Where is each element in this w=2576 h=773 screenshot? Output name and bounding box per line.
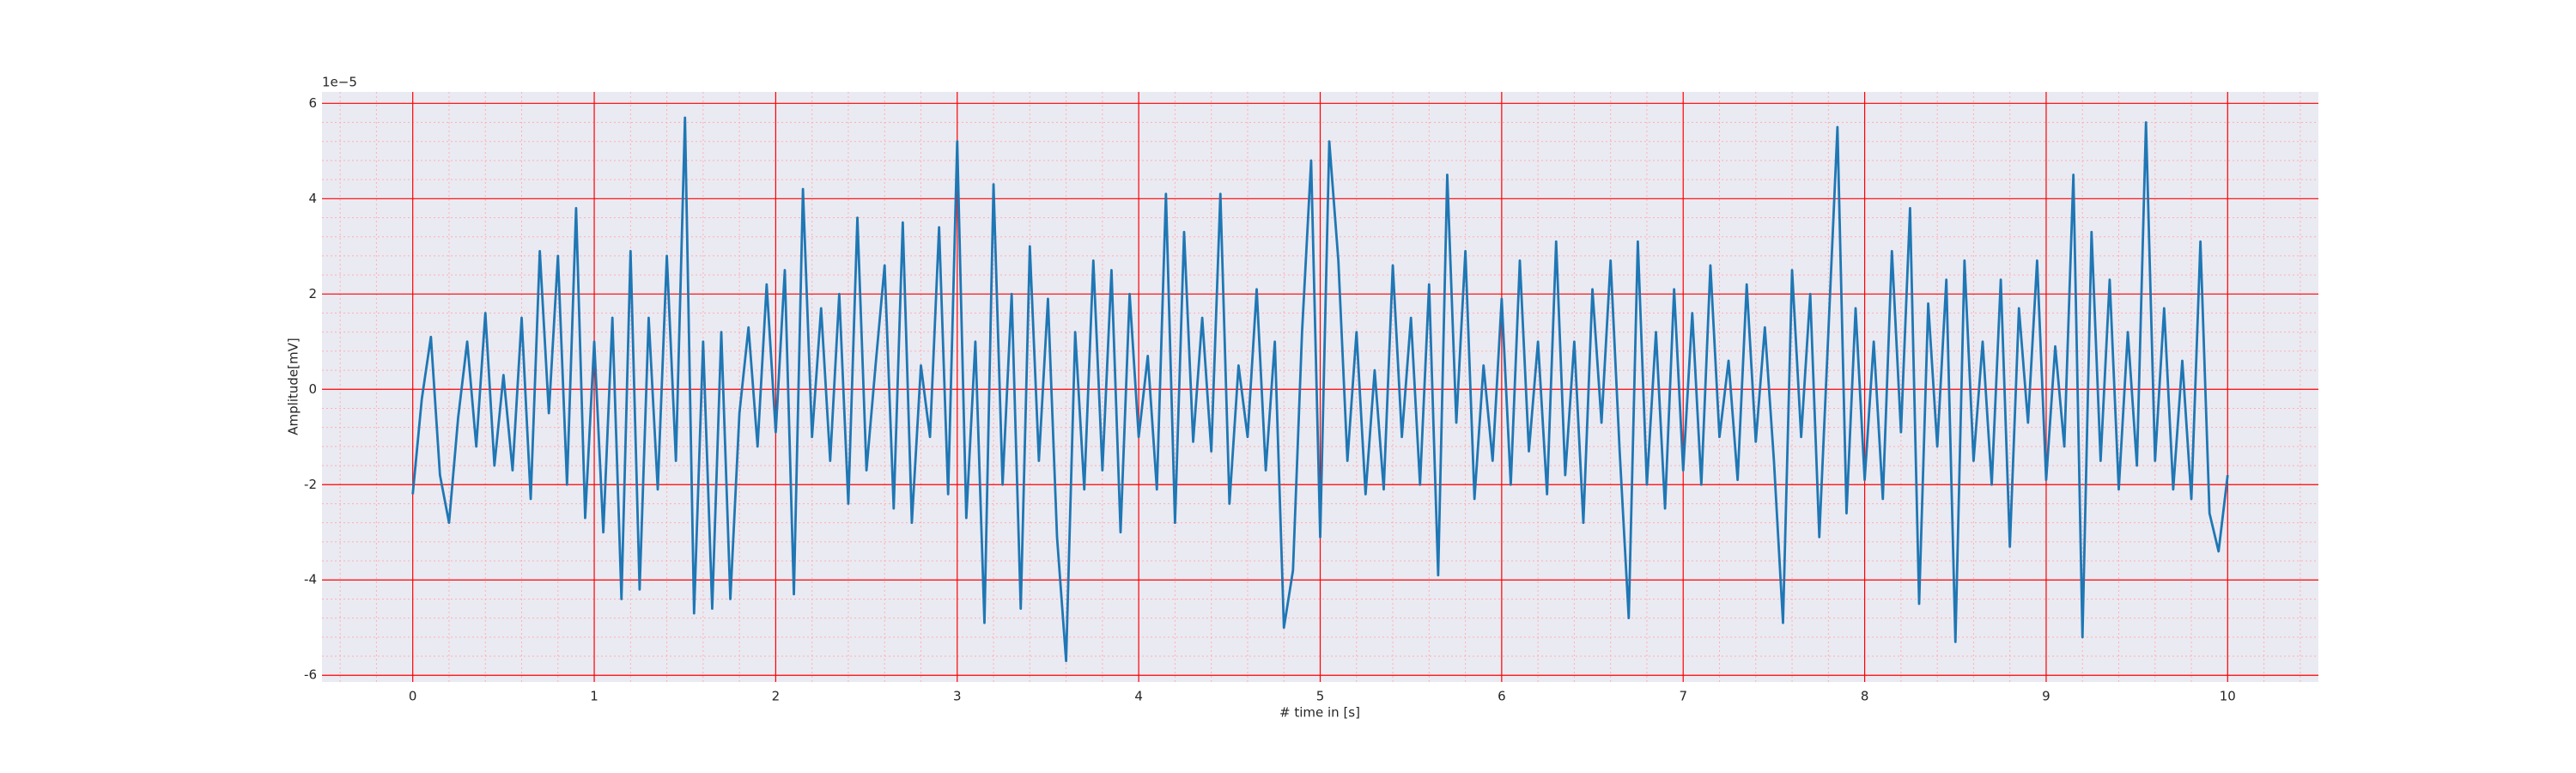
y-tick-label: -4	[304, 572, 317, 587]
x-tick-label: 3	[953, 689, 962, 704]
line-series	[411, 116, 2229, 662]
y-tick-label: 4	[308, 191, 317, 206]
x-tick-label: 9	[2042, 689, 2050, 704]
y-tick-label: 6	[308, 95, 317, 111]
x-tick-label: 7	[1679, 689, 1687, 704]
x-tick-label: 1	[590, 689, 598, 704]
x-tick-label: 0	[409, 689, 417, 704]
y-tick-label: -2	[304, 477, 317, 492]
x-tick-label: 5	[1316, 689, 1325, 704]
y-tick-label: -6	[304, 667, 317, 683]
x-tick-label: 8	[1861, 689, 1869, 704]
x-tick-label: 2	[772, 689, 781, 704]
y-offset-text: 1e−5	[322, 75, 357, 90]
x-tick-label: 10	[2220, 689, 2236, 704]
y-tick-label: 0	[308, 381, 317, 397]
x-tick-label: 6	[1498, 689, 1506, 704]
x-tick-label: 4	[1134, 689, 1143, 704]
y-axis-label: Amplitude[mV]	[286, 338, 301, 435]
y-tick-label: 2	[308, 286, 317, 301]
x-axis-label: # time in [s]	[1279, 705, 1360, 721]
